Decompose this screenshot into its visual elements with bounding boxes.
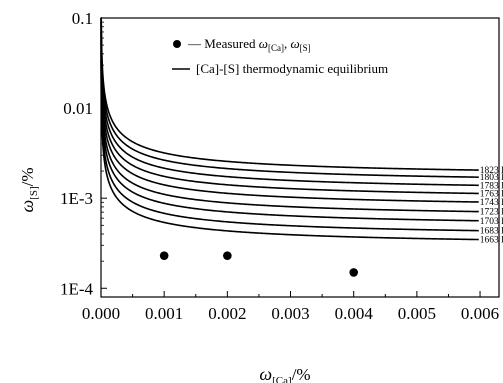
curve-label: 1803 K xyxy=(480,173,503,183)
curve-1703K xyxy=(100,40,479,222)
curve-1763K xyxy=(100,17,479,195)
curve-1823K xyxy=(100,17,479,171)
measured-point xyxy=(159,251,169,260)
y-tick-label: 1E-4 xyxy=(60,279,94,298)
curve-label: 1763 K xyxy=(480,189,503,199)
curve-1723K xyxy=(100,31,479,213)
curve-labels: 1823 K1803 K1783 K1763 K1743 K1723 K1703… xyxy=(480,166,503,245)
x-axis-title: ω[Ca]/% xyxy=(259,364,310,383)
x-tick-label: 0.005 xyxy=(398,304,436,323)
y-tick-label: 0.01 xyxy=(63,99,93,118)
curve-label: 1683 K xyxy=(480,227,503,237)
curve-1743K xyxy=(100,22,479,203)
y-tick-label: 1E-3 xyxy=(60,189,93,208)
y-axis-title: ω[S]/% xyxy=(17,167,40,212)
curve-label: 1783 K xyxy=(480,181,503,191)
measured-point xyxy=(223,251,232,260)
x-tick-label: 0.003 xyxy=(271,304,309,323)
equilibrium-curves xyxy=(100,17,479,241)
x-tick-label: 0.004 xyxy=(335,304,374,323)
curve-1783K xyxy=(100,17,479,187)
curve-label: 1823 K xyxy=(480,166,503,176)
curve-1663K xyxy=(100,60,479,241)
x-tick-label: 0.001 xyxy=(145,304,183,323)
legend-equilibrium-label: [Ca]-[S] thermodynamic equilibrium xyxy=(196,61,388,76)
x-tick-label: 0.000 xyxy=(82,304,120,323)
curve-1683K xyxy=(100,50,479,232)
legend: — Measured ω[Ca], ω[S] [Ca]-[S] thermody… xyxy=(172,36,388,76)
measured-points xyxy=(159,251,358,277)
curve-label: 1723 K xyxy=(480,208,503,218)
curve-label: 1743 K xyxy=(480,198,503,208)
legend-measured-label: — Measured ω[Ca], ω[S] xyxy=(187,36,311,53)
curve-label: 1663 K xyxy=(480,236,503,246)
legend-dot-marker xyxy=(173,40,181,48)
x-tick-label: 0.006 xyxy=(461,304,499,323)
y-axis-ticks: 0.1 0.01 1E-3 1E-4 xyxy=(60,9,107,298)
measured-point xyxy=(349,268,358,277)
curve-label: 1703 K xyxy=(480,217,503,227)
x-tick-label: 0.002 xyxy=(208,304,246,323)
y-tick-label: 0.1 xyxy=(72,9,93,28)
plot-frame xyxy=(100,17,500,298)
x-axis-ticks: 0.000 0.001 0.002 0.003 0.004 0.005 0.006 xyxy=(82,291,499,323)
curve-1803K xyxy=(100,17,479,178)
